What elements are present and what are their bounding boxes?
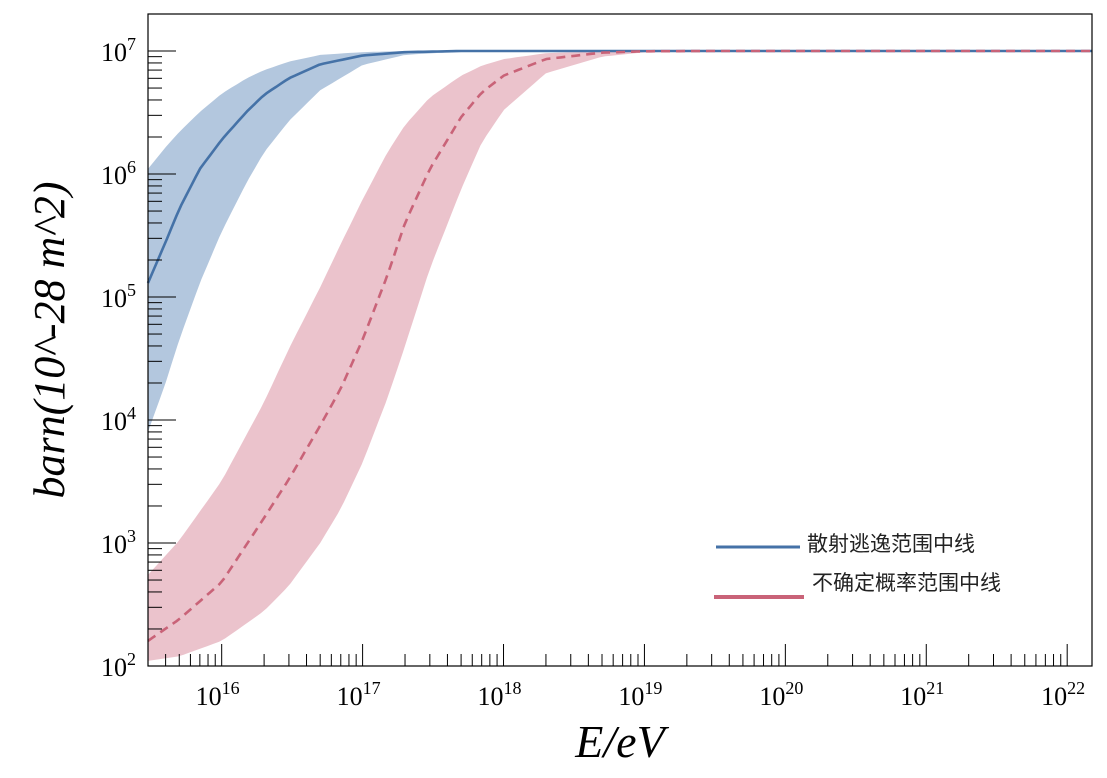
x-tick-label: 1019 — [618, 678, 662, 711]
y-axis-title: barn(10^-28 m^2) — [25, 182, 74, 499]
y-tick-labels: 102 103 104 105 106 107 — [101, 34, 136, 682]
x-tick-label: 1016 — [196, 678, 240, 711]
legend-label-uncertainty: 不确定概率范围中线 — [812, 571, 1001, 595]
x-tick-label: 1017 — [337, 678, 381, 711]
x-tick-labels: 1016 1017 1018 1019 1020 1021 1022 — [196, 678, 1086, 711]
x-tick-label: 1021 — [900, 678, 944, 711]
x-axis-title: E/eV — [574, 716, 669, 767]
legend-label-scatter: 散射逃逸范围中线 — [807, 532, 975, 556]
axis-ticks — [147, 13, 1068, 667]
y-tick-label: 107 — [101, 34, 136, 67]
y-tick-label: 105 — [101, 280, 136, 313]
band-series-0 — [148, 51, 1092, 432]
x-tick-label: 1018 — [478, 678, 522, 711]
y-tick-label: 102 — [101, 649, 136, 682]
band-series-1 — [148, 51, 1092, 661]
y-tick-label: 104 — [101, 403, 136, 436]
y-tick-label: 106 — [101, 157, 136, 190]
plot-frame — [147, 13, 1093, 667]
x-tick-label: 1022 — [1041, 678, 1085, 711]
median-lines — [146, 49, 1092, 642]
uncertainty-bands — [148, 51, 1092, 661]
line-series-1 — [147, 49, 1092, 642]
x-tick-label: 1020 — [759, 678, 803, 711]
legend: 散射逃逸范围中线 不确定概率范围中线 — [714, 532, 1001, 599]
y-tick-label: 103 — [101, 526, 136, 559]
